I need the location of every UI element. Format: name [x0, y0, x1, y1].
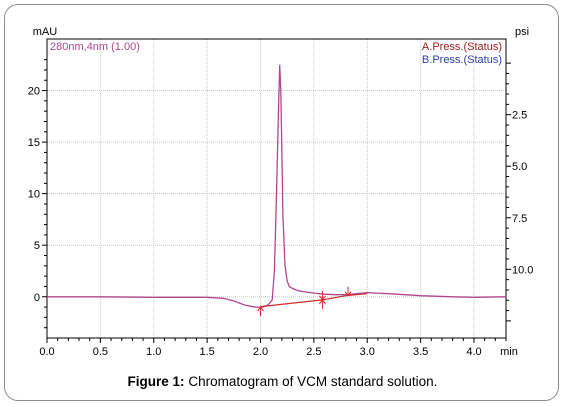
figure-caption: Figure 1: Chromatogram of VCM standard s…: [0, 374, 565, 389]
marker-stroke: [344, 291, 352, 297]
legend-b-press: B.Press.(Status): [422, 54, 502, 66]
x-tick-label: 3.0: [360, 346, 375, 358]
y-tick-label: 0: [34, 292, 40, 304]
left-unit-label: mAU: [33, 26, 58, 38]
caption-text: Chromatogram of VCM standard solution.: [184, 374, 438, 389]
x-tick-label: 2.0: [253, 346, 268, 358]
x-tick-label: 0.5: [93, 346, 108, 358]
right-tick-label: 2.5: [512, 110, 527, 122]
legend-series-280nm: 280nm,4nm (1.00): [50, 41, 140, 53]
series-line-280nm: [47, 64, 507, 308]
marker-stroke: [318, 295, 326, 301]
right-unit-label: psi: [515, 26, 529, 38]
baseline-line: [260, 293, 368, 308]
y-tick-label: 10: [28, 189, 40, 201]
x-unit-label: min: [500, 346, 518, 358]
legend-a-press: A.Press.(Status): [422, 41, 502, 53]
right-tick-label: 10.0: [512, 264, 533, 276]
x-tick-label: 4.0: [466, 346, 481, 358]
caption-prefix: Figure 1:: [127, 374, 185, 389]
figure-frame: [4, 4, 559, 401]
x-tick-label: 1.5: [199, 346, 214, 358]
x-tick-label: 1.0: [146, 346, 161, 358]
right-tick-label: 5.0: [512, 161, 527, 173]
x-tick-label: 2.5: [306, 346, 321, 358]
marker-stroke: [257, 306, 264, 312]
y-tick-label: 5: [34, 240, 40, 252]
integration-marker: [257, 306, 264, 317]
right-tick-label: 7.5: [512, 213, 527, 225]
integration-marker: [344, 286, 352, 297]
y-tick-label: 20: [28, 86, 40, 98]
plot-border: [46, 38, 507, 339]
integration-marker: [318, 290, 326, 309]
y-tick-label: 15: [28, 137, 40, 149]
x-tick-label: 0.0: [39, 346, 54, 358]
x-tick-label: 3.5: [413, 346, 428, 358]
